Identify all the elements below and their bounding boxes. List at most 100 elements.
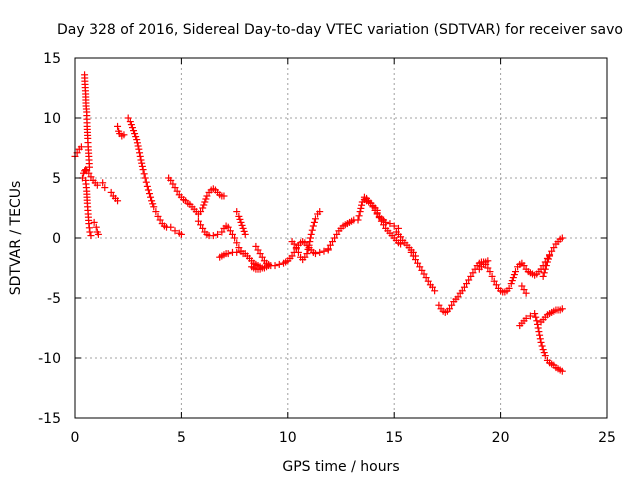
x-tick-labels: 0 5 10 15 20 25 [71, 430, 616, 446]
data-point [132, 133, 140, 141]
data-point [131, 130, 139, 138]
data-point [357, 204, 365, 212]
data-point [429, 283, 437, 291]
y-tick-label: 0 [52, 231, 61, 247]
data-point [328, 238, 336, 246]
data-point [233, 239, 241, 247]
data-point [356, 208, 364, 216]
data-point [333, 230, 341, 238]
data-point [136, 152, 144, 160]
data-point [93, 181, 101, 189]
x-tick-label: 25 [598, 430, 616, 446]
data-point [454, 293, 462, 301]
data-point [522, 314, 530, 322]
data-point [492, 281, 500, 289]
data-point [490, 277, 498, 285]
data-point [167, 176, 175, 184]
data-point [409, 252, 417, 260]
data-point [256, 250, 264, 258]
y-tick-label: -10 [38, 351, 61, 367]
data-point [305, 241, 313, 249]
data-point [397, 240, 405, 248]
data-point [271, 262, 279, 270]
data-point [542, 262, 550, 270]
data-point [240, 227, 248, 235]
data-point [518, 282, 526, 290]
data-point [226, 227, 234, 235]
data-point [197, 208, 205, 216]
data-point [114, 122, 122, 130]
data-point [358, 201, 366, 209]
data-point [508, 277, 516, 285]
data-point [124, 114, 132, 122]
data-point [538, 342, 546, 350]
data-point [309, 222, 317, 230]
data-point [536, 335, 544, 343]
data-point [533, 320, 541, 328]
data-point [375, 214, 383, 222]
data-point [171, 184, 179, 192]
y-tick-label: -15 [38, 411, 61, 427]
data-point [424, 277, 432, 285]
data-point [149, 200, 157, 208]
data-point [114, 197, 122, 205]
data-point [238, 221, 246, 229]
data-point [533, 317, 541, 325]
data-point [147, 193, 155, 201]
data-point [355, 212, 363, 220]
data-point [304, 245, 312, 253]
data-point [290, 240, 298, 248]
axis-ticks [74, 57, 608, 419]
data-point [167, 223, 175, 231]
data-point [431, 287, 439, 295]
data-point [233, 248, 241, 256]
data-point [308, 226, 316, 234]
data-point [373, 209, 381, 217]
data-point [386, 220, 394, 228]
data-point [142, 178, 150, 186]
data-point [307, 230, 315, 238]
data-point [130, 127, 138, 135]
data-point [526, 312, 534, 320]
data-point [407, 248, 415, 256]
data-point [154, 212, 162, 220]
data-point [107, 188, 115, 196]
data-point [197, 221, 205, 229]
data-point [539, 346, 547, 354]
data-point [397, 233, 405, 241]
data-point [541, 265, 549, 273]
data-point [507, 280, 515, 288]
data-point [558, 234, 566, 242]
data-point [92, 223, 100, 231]
data-point [316, 248, 324, 256]
data-point [141, 174, 149, 182]
data-point [311, 250, 319, 258]
data-point [543, 258, 551, 266]
data-point [324, 245, 332, 253]
data-point [143, 182, 151, 190]
x-tick-label: 5 [177, 430, 186, 446]
data-point [156, 216, 164, 224]
data-point [536, 331, 544, 339]
data-point [137, 156, 145, 164]
data-point [465, 276, 473, 284]
data-point [199, 224, 207, 232]
data-point [544, 255, 552, 263]
data-point [209, 232, 217, 240]
data-point [140, 170, 148, 178]
x-axis-label: GPS time / hours [282, 459, 399, 475]
data-point [535, 328, 543, 336]
x-tick-label: 10 [279, 430, 297, 446]
data-point [422, 274, 430, 282]
data-point [218, 228, 226, 236]
data-point [537, 338, 545, 346]
data-point [505, 284, 513, 292]
data-point [539, 272, 547, 280]
data-point [194, 217, 202, 225]
data-point [214, 230, 222, 238]
data-point [311, 215, 319, 223]
data-point [138, 162, 146, 170]
data-point [127, 121, 135, 129]
data-point [509, 274, 517, 282]
data-point [416, 263, 424, 271]
